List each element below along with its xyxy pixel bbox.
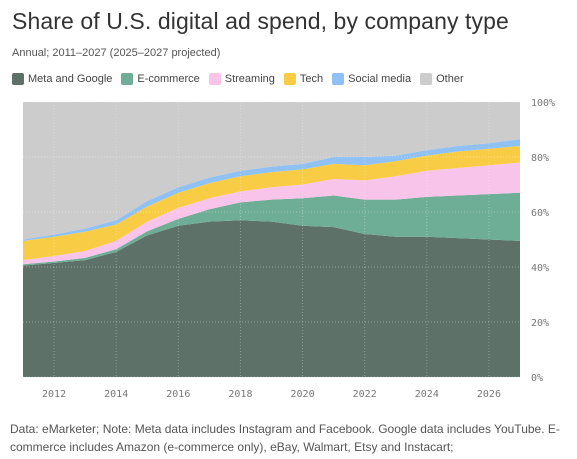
area-social-media: [23, 139, 520, 241]
y-tick-label: 80%: [531, 153, 549, 164]
legend-item-meta-google: Meta and Google: [12, 73, 112, 85]
x-tick-label: 2016: [166, 389, 190, 400]
x-tick-label: 2024: [415, 389, 439, 400]
legend-swatch: [420, 73, 433, 85]
area-streaming: [23, 162, 520, 265]
y-tick-label: 60%: [531, 208, 549, 219]
x-tick-label: 2014: [104, 389, 128, 400]
stacked-area-chart: 0% 20% 40% 60% 80% 100% 2012 2014 2016 2018 2020 20…: [23, 98, 555, 400]
x-tick-label: 2022: [353, 389, 377, 400]
chart-subtitle: Annual; 2011–2027 (2025–2027 projected): [12, 47, 221, 59]
y-tick-label: 40%: [531, 263, 549, 274]
legend-swatch: [283, 73, 296, 85]
legend-swatch: [208, 73, 221, 85]
legend-item-tech: Tech: [283, 73, 324, 85]
chart-title: Share of U.S. digital ad spend, by compa…: [12, 8, 509, 34]
area-tech: [23, 146, 520, 261]
legend-label: E-commerce: [137, 73, 200, 85]
legend-label: Meta and Google: [28, 73, 113, 85]
legend-label: Streaming: [224, 73, 275, 85]
legend-item-ecommerce: E-commerce: [121, 73, 200, 85]
legend-item-streaming: Streaming: [208, 73, 275, 85]
area-other: [23, 102, 520, 240]
legend-label: Tech: [299, 73, 324, 85]
chart-legend: Meta and Google E-commerce Streaming Tec…: [12, 73, 473, 85]
area-meta-and-google: [23, 220, 520, 377]
x-tick-label: 2026: [477, 389, 501, 400]
y-tick-label: 0%: [531, 373, 543, 384]
x-tick-label: 2018: [228, 389, 252, 400]
legend-swatch: [332, 73, 345, 85]
source-note: Data: eMarketer; Note: Meta data include…: [10, 422, 560, 454]
legend-swatch: [121, 73, 134, 85]
legend-item-other: Other: [420, 73, 464, 85]
legend-label: Social media: [348, 73, 412, 85]
legend-item-social-media: Social media: [332, 73, 411, 85]
area-e-commerce: [23, 192, 520, 266]
legend-swatch: [12, 73, 24, 85]
x-tick-label: 2020: [291, 389, 315, 400]
y-tick-label: 100%: [531, 98, 555, 109]
y-tick-label: 20%: [531, 318, 549, 329]
legend-label: Other: [436, 73, 464, 85]
x-tick-label: 2012: [42, 389, 66, 400]
